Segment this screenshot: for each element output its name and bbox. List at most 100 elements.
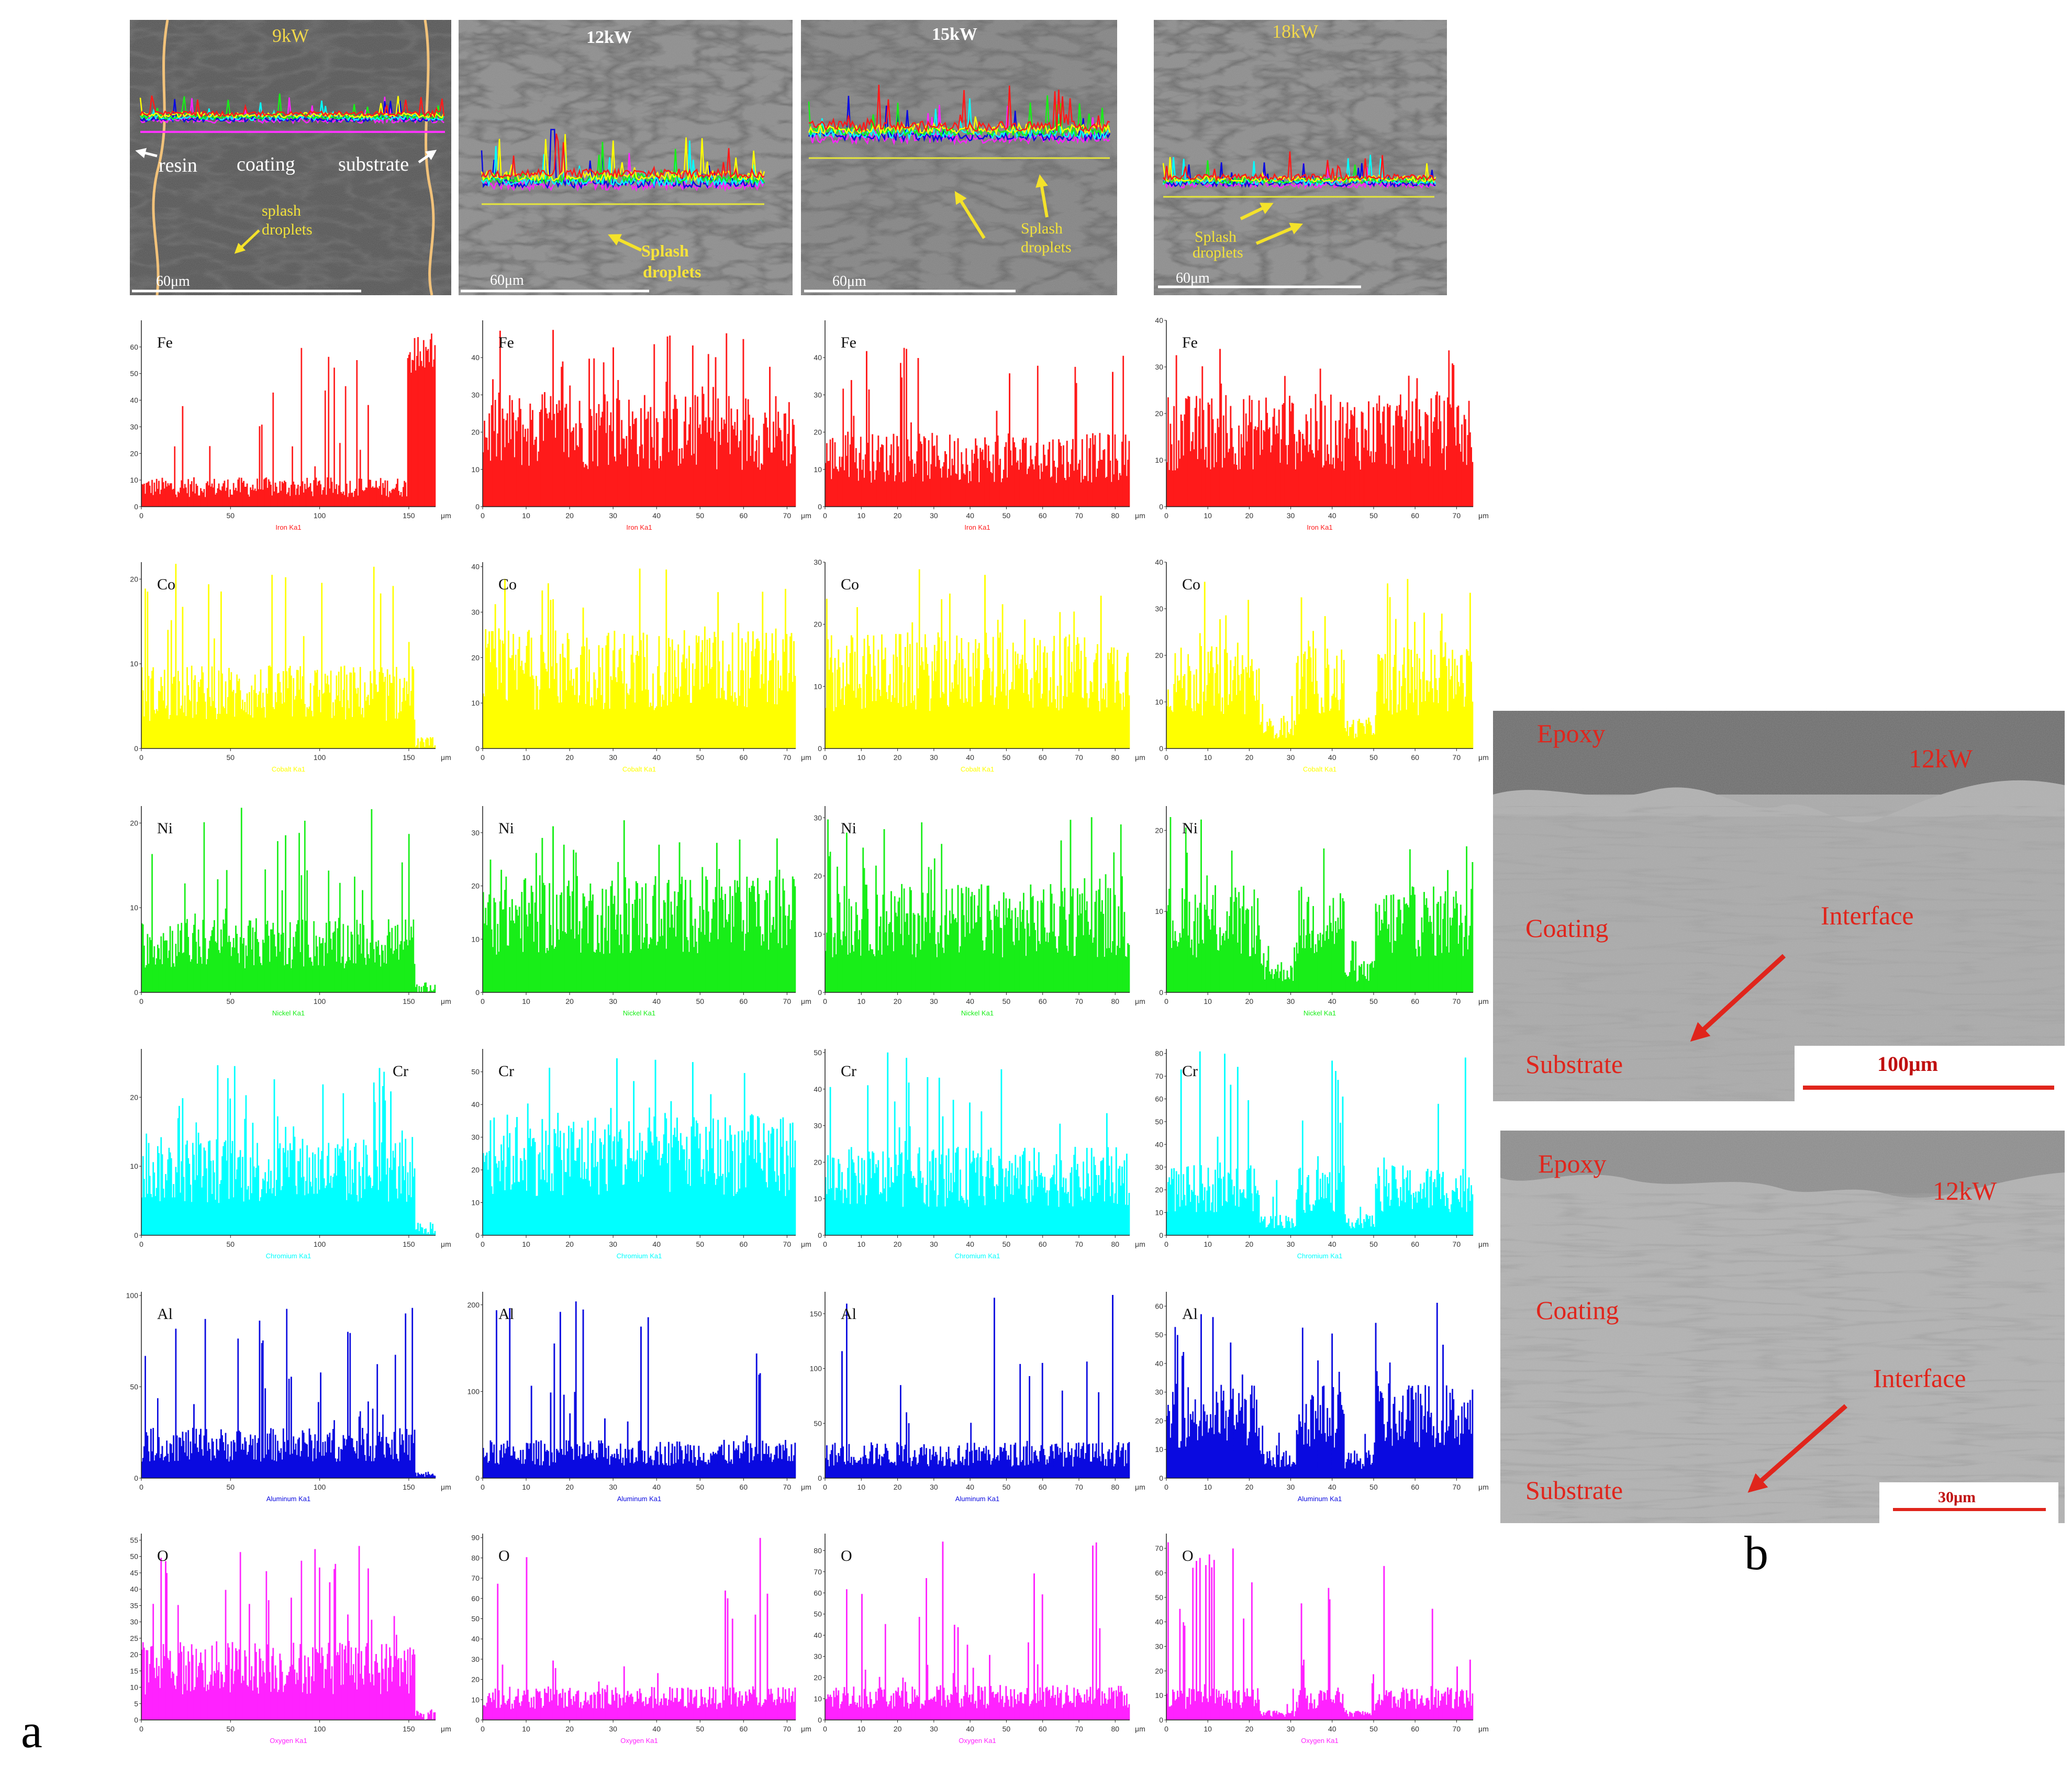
scale-bar-label: 60μm — [490, 272, 524, 288]
trace-fe — [139, 95, 445, 118]
x-axis-title: Cobalt Ka1 — [622, 765, 656, 773]
element-label: Co — [498, 576, 517, 593]
x-tick-label: 10 — [857, 1240, 865, 1248]
x-tick-label: 150 — [403, 1725, 415, 1733]
y-tick-label: 30 — [814, 558, 822, 566]
y-tick-label: 50 — [130, 1552, 138, 1561]
x-tick-label: 70 — [1075, 997, 1083, 1005]
panel-label-b: b — [1744, 1526, 1768, 1580]
x-tick-label: 50 — [696, 511, 704, 520]
element-label: Cr — [841, 1063, 856, 1080]
x-tick-label: 20 — [894, 1725, 902, 1733]
x-tick-label: 30 — [609, 511, 617, 520]
x-axis-title: Nickel Ka1 — [1304, 1009, 1336, 1017]
x-tick-label: 30 — [930, 753, 938, 762]
label-droplets: droplets — [262, 221, 313, 238]
chart-cr-12kw: 0 10 20 30 40 50 0 10 20 30 40 50 60 70 μm Chromium Ka1… — [471, 1049, 811, 1260]
x-tick-label: 70 — [1453, 511, 1461, 520]
y-tick-label: 10 — [130, 660, 138, 668]
x-tick-label: 20 — [565, 1240, 574, 1248]
chart-co-18kw: 0 10 20 30 40 0 10 20 30 40 50 60 70 μm Cobalt Ka1 Co — [1155, 558, 1488, 773]
x-tick-label: 0 — [823, 511, 827, 520]
sem-title: 12kW — [586, 28, 632, 47]
y-tick-label: 100 — [810, 1365, 822, 1373]
x-tick-label: 0 — [139, 753, 143, 762]
chart-fe-15kw: 0 10 20 30 40 0 10 20 30 40 50 60 70 80 μm Iron Ka1 Fe — [814, 320, 1145, 531]
x-tick-label: 10 — [522, 753, 530, 762]
x-tick-label: 60 — [1411, 1240, 1419, 1248]
y-tick-label: 40 — [1155, 1359, 1163, 1368]
trace-co — [1162, 157, 1436, 184]
x-tick-label: 30 — [930, 997, 938, 1005]
y-tick-label: 60 — [1155, 1095, 1163, 1103]
y-tick-label: 40 — [130, 1585, 138, 1593]
x-tick-label: 50 — [1369, 997, 1378, 1005]
x-tick-label: 0 — [823, 997, 827, 1005]
x-tick-label: 70 — [1453, 1725, 1461, 1733]
x-tick-label: 20 — [894, 1240, 902, 1248]
y-tick-label: 20 — [814, 620, 822, 629]
x-tick-label: 70 — [1075, 1483, 1083, 1491]
x-tick-label: 20 — [565, 997, 574, 1005]
x-tick-label: 0 — [139, 997, 143, 1005]
x-unit-label: μm — [441, 1725, 451, 1733]
chart-cr-9kw: 0 10 20 0 50 100 150 μm Chromium Ka1 Cr — [130, 1049, 451, 1260]
x-unit-label: μm — [441, 1483, 451, 1491]
x-tick-label: 70 — [1075, 1725, 1083, 1733]
x-tick-label: 50 — [227, 1483, 235, 1491]
x-tick-label: 50 — [1369, 1240, 1378, 1248]
x-tick-label: 100 — [314, 1483, 326, 1491]
y-tick-label: 20 — [1155, 1416, 1163, 1425]
x-tick-label: 50 — [696, 753, 704, 762]
x-tick-label: 60 — [1411, 997, 1419, 1005]
y-tick-label: 40 — [471, 353, 480, 362]
x-tick-label: 0 — [139, 511, 143, 520]
x-tick-label: 40 — [966, 1483, 974, 1491]
y-tick-label: 10 — [471, 699, 480, 707]
y-tick-label: 10 — [1155, 1445, 1163, 1454]
y-tick-label: 10 — [471, 1199, 480, 1207]
x-tick-label: 50 — [1002, 1483, 1011, 1491]
x-tick-label: 0 — [1164, 1240, 1168, 1248]
x-tick-label: 30 — [1287, 753, 1295, 762]
label-droplets: droplets — [1193, 244, 1243, 261]
x-axis-title: Nickel Ka1 — [623, 1009, 655, 1017]
x-axis-title: Iron Ka1 — [626, 523, 652, 531]
x-tick-label: 20 — [1245, 511, 1254, 520]
y-tick-label: 20 — [1155, 1667, 1163, 1675]
y-tick-label: 20 — [130, 449, 138, 457]
x-tick-label: 150 — [403, 1240, 415, 1248]
x-tick-label: 70 — [783, 1483, 792, 1491]
y-tick-label: 10 — [130, 1683, 138, 1692]
y-tick-label: 50 — [130, 1382, 138, 1391]
data-bars — [825, 1295, 1130, 1479]
element-label: O — [1182, 1547, 1194, 1564]
y-tick-label: 20 — [814, 1673, 822, 1682]
x-tick-label: 40 — [652, 511, 661, 520]
y-tick-label: 40 — [1155, 316, 1163, 325]
y-tick-label: 0 — [818, 502, 822, 511]
x-axis-title: Cobalt Ka1 — [272, 765, 305, 773]
label-droplets: droplets — [1021, 239, 1072, 256]
data-bars — [482, 1058, 796, 1236]
element-label: Cr — [1182, 1063, 1198, 1080]
x-tick-label: 10 — [1204, 1240, 1212, 1248]
y-tick-label: 10 — [471, 935, 480, 943]
x-tick-label: 60 — [1411, 1725, 1419, 1733]
x-tick-label: 10 — [522, 997, 530, 1005]
x-tick-label: 50 — [1002, 1725, 1011, 1733]
x-unit-label: μm — [1135, 997, 1145, 1005]
x-axis-title: Cobalt Ka1 — [961, 765, 994, 773]
y-tick-label: 30 — [814, 1652, 822, 1661]
y-tick-label: 40 — [130, 396, 138, 405]
element-label: Al — [1182, 1305, 1198, 1323]
x-tick-label: 60 — [1411, 511, 1419, 520]
trace-fe — [808, 84, 1110, 134]
x-tick-label: 10 — [522, 1483, 530, 1491]
y-tick-label: 40 — [814, 1631, 822, 1639]
chart-cr-18kw: 0 10 20 30 40 50 60 70 80 0 10 20 30 40 50 60 70 μm Chromi… — [1155, 1049, 1489, 1260]
x-unit-label: μm — [441, 511, 451, 520]
y-tick-label: 90 — [471, 1534, 480, 1542]
data-bars — [141, 333, 436, 507]
x-tick-label: 0 — [139, 1483, 143, 1491]
